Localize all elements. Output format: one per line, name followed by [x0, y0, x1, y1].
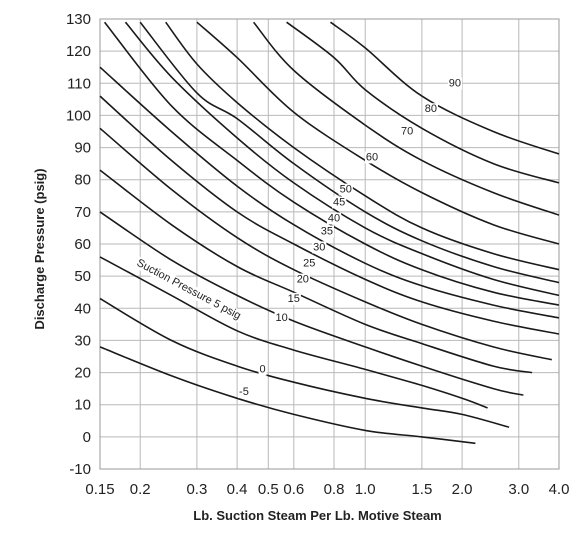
curve-label: -5	[239, 386, 249, 398]
y-tick-label: 80	[74, 172, 91, 189]
curve-line	[124, 21, 560, 297]
curve-label-halo	[133, 256, 244, 323]
curve-label-halo	[286, 292, 301, 305]
curve-label-halo	[338, 183, 353, 196]
curve-label: 20	[297, 274, 309, 286]
y-tick-label: 30	[74, 332, 91, 349]
grid	[99, 18, 560, 470]
curve-line	[252, 21, 560, 216]
x-tick-label: 1.0	[355, 481, 376, 498]
curve-label: 70	[401, 126, 413, 138]
curve-label-halo	[238, 386, 250, 399]
x-tick-label: 2.0	[452, 481, 473, 498]
y-tick-label: 120	[66, 43, 91, 60]
curve-label-halo	[332, 196, 347, 209]
curve-label-halo	[447, 77, 463, 90]
curve-label: 10	[276, 312, 288, 324]
x-tick-label: 0.8	[324, 481, 345, 498]
curve-label: 90	[449, 78, 461, 90]
curve-label: 35	[321, 225, 333, 237]
curve-line	[99, 169, 533, 374]
y-tick-label: 70	[74, 204, 91, 221]
y-tick-label: 100	[66, 107, 91, 124]
x-tick-label: 0.5	[258, 481, 279, 498]
x-tick-label: 1.5	[411, 481, 432, 498]
curve-line	[99, 66, 560, 319]
curve-label: 80	[425, 103, 437, 115]
curve-label-halo	[274, 312, 289, 325]
x-tick-label: 0.15	[85, 481, 114, 498]
curve-line	[99, 127, 552, 361]
x-tick-label: 0.3	[186, 481, 207, 498]
curve-line	[330, 21, 560, 155]
y-tick-label: 40	[74, 300, 91, 317]
curve-label: 15	[288, 293, 300, 305]
curve-line	[139, 21, 560, 284]
curve-label: 50	[340, 184, 352, 196]
curve-label-halo	[295, 273, 310, 286]
x-tick-label: 0.4	[227, 481, 248, 498]
x-tick-label: 4.0	[549, 481, 570, 498]
curve-label-halo	[364, 151, 380, 164]
curve-label-halo	[423, 103, 439, 116]
y-tick-label: 0	[83, 429, 91, 446]
y-tick-label: 90	[74, 140, 91, 157]
y-tick-label: 110	[67, 75, 91, 92]
curve-label: 45	[333, 196, 345, 208]
curve-label: 60	[366, 151, 378, 163]
x-tick-label: 3.0	[508, 481, 529, 498]
curve-line	[99, 211, 524, 396]
y-tick-label: 10	[74, 397, 91, 414]
y-tick-label: 130	[66, 11, 91, 28]
y-tick-label: -10	[69, 461, 91, 478]
y-tick-label: 20	[74, 365, 91, 382]
x-axis-ticks: 0.15 0.2 0.3 0.4 0.5 0.6 0.8 1.0 1.5 2.0 3.0 4.0	[85, 481, 569, 498]
curve-label-halo	[326, 212, 342, 225]
curve-line	[99, 256, 488, 409]
x-axis-title: Lb. Suction Steam Per Lb. Motive Steam	[193, 508, 442, 523]
x-tick-label: 0.6	[283, 481, 304, 498]
curve-label-halo	[400, 125, 415, 138]
y-axis-title: Discharge Pressure (psig)	[32, 168, 47, 329]
curve-label: 40	[328, 213, 340, 225]
curve-label: 0	[260, 364, 266, 376]
curve-line	[99, 95, 560, 335]
curve-label: 25	[303, 258, 315, 270]
curve-line	[286, 21, 560, 184]
curve-label-halo	[319, 225, 334, 238]
y-tick-label: 50	[74, 268, 91, 285]
curve-label: 30	[313, 241, 325, 253]
curve-label-halo	[312, 241, 327, 254]
y-tick-label: 60	[74, 236, 91, 253]
x-tick-label: 0.2	[130, 481, 151, 498]
curve-line	[103, 21, 560, 306]
curve-label-halo	[258, 363, 267, 376]
curve-label-halo	[302, 257, 317, 270]
curve-line	[165, 21, 560, 271]
curve-line	[99, 297, 510, 428]
y-axis-ticks: -10 0 10 20 30 40 50 60 70 80 90 100 110 120 130	[66, 11, 91, 478]
curve-line	[99, 346, 476, 445]
